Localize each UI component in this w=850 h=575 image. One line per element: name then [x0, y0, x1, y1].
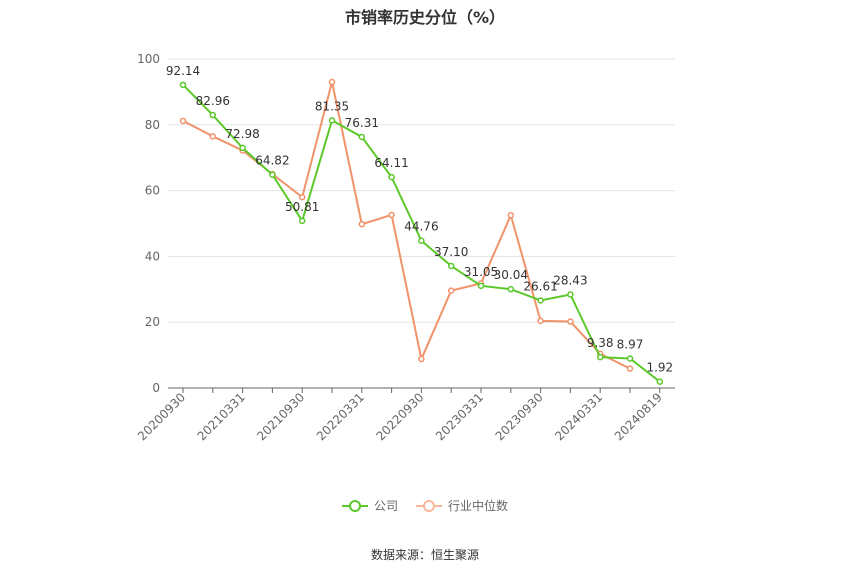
data-point: [656, 378, 664, 385]
legend-item-company[interactable]: 公司: [341, 497, 398, 514]
data-point: [447, 287, 455, 294]
data-point: [418, 237, 425, 244]
data-point: [537, 297, 544, 304]
data-label: 31.05: [464, 265, 498, 279]
data-point: [418, 355, 425, 363]
y-tick-label: 20: [145, 315, 160, 329]
data-label: 1.92: [646, 361, 673, 375]
data-point: [388, 211, 395, 219]
data-label: 37.10: [434, 245, 468, 259]
data-label: 64.82: [255, 154, 289, 168]
data-point: [507, 285, 515, 293]
data-label: 64.11: [374, 156, 408, 170]
data-point: [358, 220, 366, 228]
x-tick-label: 20200930: [135, 390, 188, 443]
data-point: [269, 171, 276, 178]
x-tick-label: 20230930: [493, 390, 546, 443]
data-point: [626, 355, 634, 362]
data-point: [537, 317, 544, 325]
data-point: [626, 365, 634, 372]
x-tick-label: 20240819: [612, 390, 665, 443]
data-point: [477, 282, 485, 290]
legend-item-industry-median[interactable]: 行业中位数: [416, 497, 508, 514]
data-labels: 92.14 82.96 72.98 64.82 50.81 81.35 76.31 64.11…: [166, 64, 673, 375]
data-point: [239, 144, 246, 152]
grid-lines: [168, 58, 675, 323]
legend-label-industry-median: 行业中位数: [448, 499, 509, 513]
legend-swatch-industry-icon: [416, 499, 442, 513]
y-tick-label: 80: [145, 118, 160, 132]
y-tick-label: 0: [152, 381, 160, 395]
x-tick-label: 20210331: [195, 390, 248, 443]
data-point: [388, 173, 395, 181]
legend-label-company: 公司: [373, 499, 398, 513]
data-point: [567, 291, 574, 298]
x-tick-label: 20220930: [373, 390, 426, 443]
data-label: 9.38: [587, 336, 614, 350]
data-label: 76.31: [345, 116, 379, 130]
data-point: [328, 117, 336, 124]
data-point: [179, 117, 187, 125]
data-point: [358, 133, 366, 141]
data-point: [328, 78, 336, 86]
y-tick-label: 40: [145, 249, 160, 263]
y-tick-label: 60: [145, 184, 160, 198]
data-label: 92.14: [166, 64, 200, 78]
data-label: 28.43: [553, 273, 587, 287]
data-label: 50.81: [285, 200, 319, 214]
x-tick-label: 20240331: [552, 390, 605, 443]
data-label: 30.04: [494, 268, 528, 282]
chart-title: 市销率历史分位（%）: [344, 8, 506, 27]
data-label: 72.98: [225, 127, 259, 141]
data-label: 26.61: [523, 279, 557, 293]
data-point: [209, 111, 217, 119]
x-tick-label: 20220331: [314, 390, 367, 443]
x-tick-label: 20210930: [254, 390, 307, 443]
data-point: [447, 262, 455, 270]
data-point: [179, 81, 187, 89]
data-label: 44.76: [404, 220, 438, 234]
x-axis: 20200930 20210331 20210930 20220331 20220930…: [135, 387, 675, 443]
x-tick-label: 20230331: [433, 390, 486, 443]
data-point: [209, 133, 217, 140]
data-point: [507, 212, 515, 219]
legend: 公司 行业中位数: [0, 497, 850, 514]
legend-swatch-company-icon: [341, 499, 368, 513]
y-tick-label: 100: [137, 52, 160, 66]
data-point: [567, 318, 574, 325]
y-axis: 0 20 40 60 80 100: [137, 52, 160, 395]
data-point: [596, 353, 604, 361]
data-label: 81.35: [315, 99, 349, 113]
data-label: 8.97: [617, 337, 644, 351]
data-source: 数据来源：恒生聚源: [370, 548, 479, 562]
data-point: [298, 217, 306, 225]
data-label: 82.96: [196, 94, 230, 108]
data-point: [298, 193, 306, 201]
series-group: [179, 78, 664, 385]
